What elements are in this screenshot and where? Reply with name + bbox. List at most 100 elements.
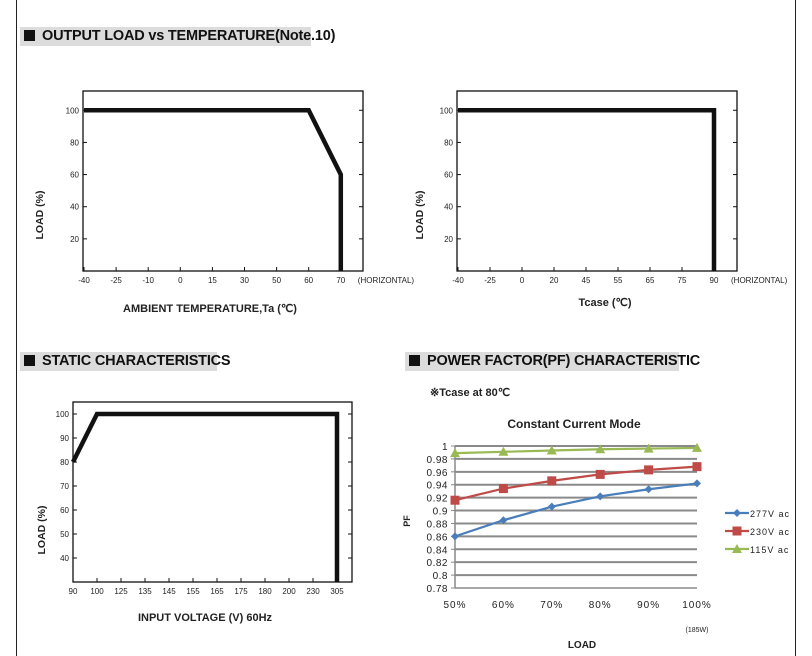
y-tick-label: 0.8 xyxy=(433,571,448,582)
data-point xyxy=(644,485,653,494)
plot-frame xyxy=(82,90,364,272)
x-tick-label: -25 xyxy=(484,276,496,285)
legend-label: 115V ac xyxy=(750,545,789,555)
y-tick-label: 60 xyxy=(444,171,453,180)
x-axis-label: LOAD xyxy=(568,640,596,651)
x-tick-label: 45 xyxy=(582,276,591,285)
x-tick-label: -40 xyxy=(452,276,464,285)
square-bullet-icon xyxy=(24,355,35,366)
y-axis-label: LOAD (%) xyxy=(34,191,46,240)
y-tick-label: 0.88 xyxy=(427,519,448,530)
y-tick-label: 60 xyxy=(60,506,69,515)
y-tick-label: 0.82 xyxy=(427,558,448,569)
derating-curve xyxy=(84,108,344,271)
plot-frame xyxy=(72,401,353,583)
legend-label: 277V ac xyxy=(750,509,790,519)
y-axis-label: PF xyxy=(402,515,412,527)
legend-marker xyxy=(732,544,742,553)
data-point xyxy=(547,502,556,511)
x-tick-label: 125 xyxy=(114,587,128,596)
x-axis-note: (185W) xyxy=(686,627,709,634)
section-header-power-factor: POWER FACTOR(PF) CHARACTERISTIC xyxy=(405,352,700,371)
data-point xyxy=(595,469,605,479)
data-point xyxy=(450,448,460,458)
series-line-2 xyxy=(454,446,698,455)
y-tick-label: 0.78 xyxy=(427,584,448,595)
derating-curve xyxy=(70,411,340,582)
data-point xyxy=(692,442,702,452)
x-tick-label: 305 xyxy=(330,587,344,596)
x-tick-label: 90% xyxy=(637,600,660,611)
y-tick-label: 80 xyxy=(60,458,69,467)
x-tick-label: 200 xyxy=(282,587,296,596)
x-tick-label: 60% xyxy=(492,600,515,611)
data-point xyxy=(451,532,459,541)
x-tick-label: 60 xyxy=(304,276,313,285)
y-tick-label: 1 xyxy=(442,442,448,453)
section-title: OUTPUT LOAD vs TEMPERATURE(Note.10) xyxy=(42,28,336,44)
x-tick-label: 175 xyxy=(234,587,248,596)
plot-frame xyxy=(456,90,738,272)
x-tick-label: -25 xyxy=(110,276,122,285)
x-axis-label: INPUT VOLTAGE (V) 60Hz xyxy=(138,612,273,624)
x-tick-label: 100 xyxy=(90,587,104,596)
data-point xyxy=(693,479,701,488)
y-tick-label: 100 xyxy=(440,106,454,115)
square-bullet-icon xyxy=(24,30,35,41)
y-tick-label: 80 xyxy=(70,138,79,147)
x-tick-label: 0 xyxy=(520,276,525,285)
x-tick-label: 75 xyxy=(678,276,687,285)
data-point xyxy=(643,443,654,453)
y-tick-label: 20 xyxy=(70,235,79,244)
x-tick-label: 65 xyxy=(646,276,655,285)
x-tick-label: 90 xyxy=(710,276,719,285)
x-tick-label: 165 xyxy=(210,587,224,596)
x-axis-note: (HORIZONTAL) xyxy=(358,276,415,285)
x-tick-label: 90 xyxy=(69,587,78,596)
derating-curve xyxy=(458,108,717,271)
y-tick-label: 0.9 xyxy=(433,507,448,518)
y-tick-label: 60 xyxy=(70,171,79,180)
y-tick-label: 20 xyxy=(444,235,453,244)
y-tick-label: 0.94 xyxy=(427,481,448,492)
data-point xyxy=(450,495,460,505)
x-axis-label: AMBIENT TEMPERATURE,Ta (℃) xyxy=(123,303,297,315)
legend-marker xyxy=(732,526,742,536)
x-tick-label: 230 xyxy=(306,587,320,596)
pf-note: ※Tcase at 80℃ xyxy=(430,387,510,399)
page-border-left xyxy=(16,0,17,656)
x-tick-label: 70% xyxy=(540,600,563,611)
y-axis-label: LOAD (%) xyxy=(414,191,426,240)
x-tick-label: 50% xyxy=(443,600,466,611)
x-axis-label: Tcase (℃) xyxy=(578,297,631,309)
data-point xyxy=(692,462,702,472)
y-tick-label: 50 xyxy=(60,530,69,539)
y-tick-label: 0.86 xyxy=(427,532,448,543)
x-tick-label: 30 xyxy=(240,276,249,285)
y-tick-label: 0.92 xyxy=(427,494,448,505)
y-tick-label: 40 xyxy=(444,203,453,212)
data-point xyxy=(595,444,606,454)
data-point xyxy=(546,445,557,455)
y-tick-label: 80 xyxy=(444,138,453,147)
page-border-right xyxy=(795,0,796,656)
series-line-0 xyxy=(454,482,698,538)
square-bullet-icon xyxy=(409,355,420,366)
data-point xyxy=(547,476,557,486)
section-header-static: STATIC CHARACTERISTICS xyxy=(20,352,231,371)
x-tick-label: 135 xyxy=(138,587,152,596)
section-header-output-load: OUTPUT LOAD vs TEMPERATURE(Note.10) xyxy=(20,27,335,46)
x-tick-label: 0 xyxy=(178,276,183,285)
x-tick-label: 80% xyxy=(589,600,612,611)
y-tick-label: 40 xyxy=(60,554,69,563)
y-tick-label: 0.96 xyxy=(427,468,448,479)
x-tick-label: -40 xyxy=(78,276,90,285)
data-point xyxy=(644,465,654,475)
x-axis-note: (HORIZONTAL) xyxy=(731,276,788,285)
y-tick-label: 90 xyxy=(60,434,69,443)
x-tick-label: -10 xyxy=(142,276,154,285)
data-point xyxy=(499,516,508,525)
x-tick-label: 15 xyxy=(208,276,217,285)
section-title: POWER FACTOR(PF) CHARACTERISTIC xyxy=(427,353,701,369)
